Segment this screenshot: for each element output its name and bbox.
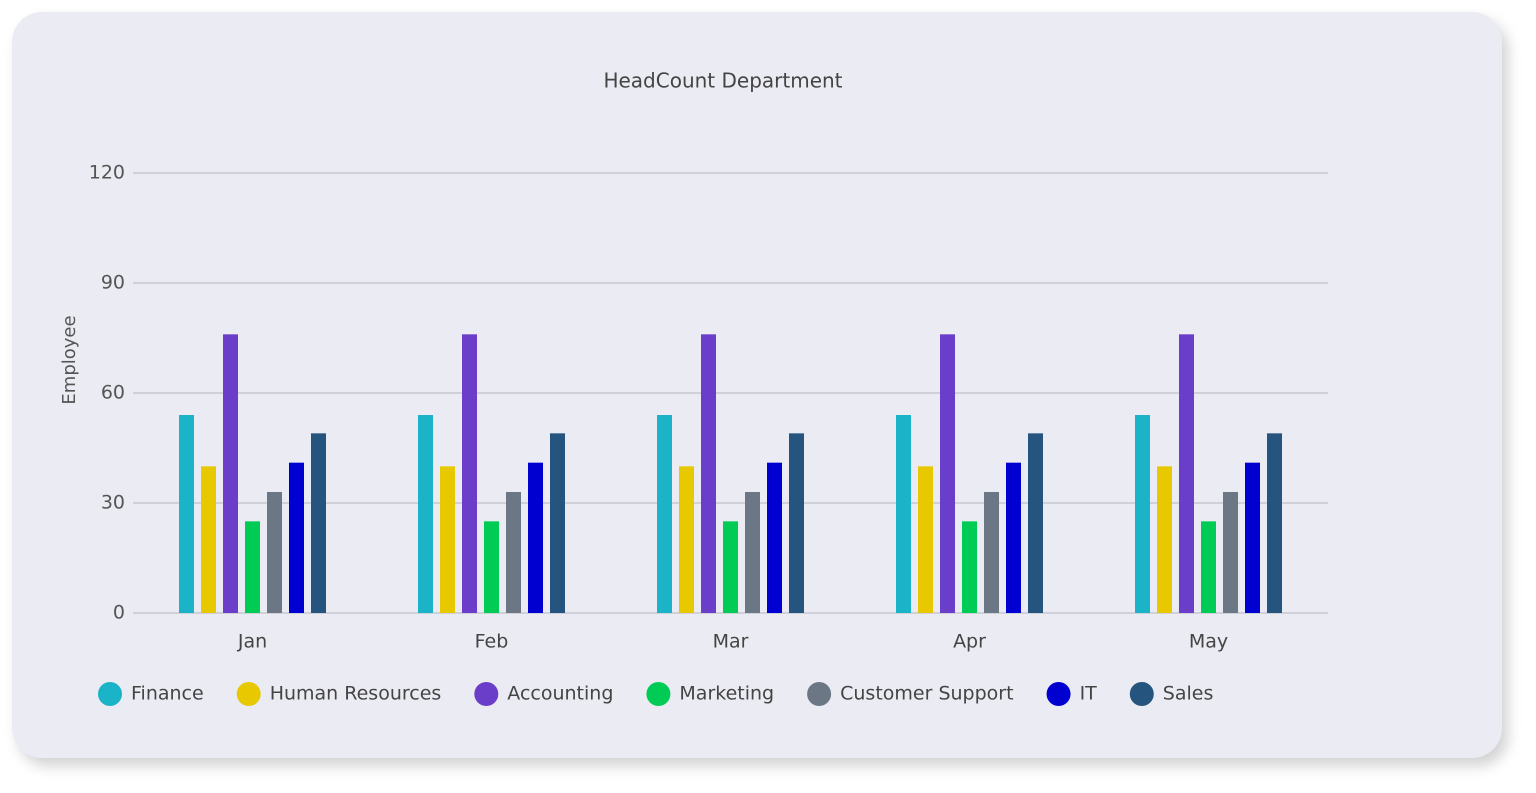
bar: [962, 521, 977, 613]
legend-label: Accounting: [507, 683, 613, 705]
legend-label: Sales: [1163, 683, 1214, 705]
x-tick-label: Jan: [237, 631, 267, 653]
legend-marker: [807, 682, 832, 706]
bar: [984, 492, 999, 613]
bar: [440, 466, 455, 613]
bar: [701, 334, 716, 613]
y-tick-label: 120: [89, 162, 125, 184]
bar: [1179, 334, 1194, 613]
bar: [311, 433, 326, 613]
y-axis-label: Employee: [59, 315, 80, 404]
bar: [789, 433, 804, 613]
legend-marker: [1046, 682, 1071, 706]
bar: [657, 415, 672, 613]
bar: [896, 415, 911, 613]
x-tick-label: Feb: [475, 631, 509, 653]
bar: [223, 334, 238, 613]
bar: [462, 334, 477, 613]
bar: [1245, 462, 1260, 613]
bar: [723, 521, 738, 613]
card: [12, 12, 1502, 758]
bar: [1006, 462, 1021, 613]
legend-label: IT: [1080, 683, 1098, 705]
legend-label: Finance: [131, 683, 204, 705]
bar: [679, 466, 694, 613]
bar: [245, 521, 260, 613]
bar: [1267, 433, 1282, 613]
bar: [1028, 433, 1043, 613]
legend-marker: [98, 682, 122, 706]
y-tick-label: 0: [113, 602, 125, 624]
bar: [506, 492, 521, 613]
legend-label: Marketing: [679, 683, 774, 705]
chart-title: HeadCount Department: [603, 69, 842, 93]
bar: [484, 521, 499, 613]
legend-marker: [236, 682, 261, 706]
bar: [940, 334, 955, 613]
bar: [550, 433, 565, 613]
legend-marker: [646, 682, 671, 706]
bar: [1135, 415, 1150, 613]
bar: [1157, 466, 1172, 613]
legend-label: Human Resources: [270, 683, 442, 705]
bar: [918, 466, 933, 613]
y-tick-label: 60: [101, 382, 125, 404]
bar: [267, 492, 282, 613]
x-tick-label: Apr: [953, 631, 986, 653]
bar: [179, 415, 194, 613]
x-tick-label: May: [1189, 631, 1228, 653]
bar: [745, 492, 760, 613]
bar: [201, 466, 216, 613]
bar: [289, 462, 304, 613]
y-tick-label: 30: [101, 492, 125, 514]
legend-marker: [1129, 682, 1154, 706]
legend-label: Customer Support: [840, 683, 1013, 705]
bar: [528, 462, 543, 613]
legend-marker: [474, 682, 499, 706]
x-tick-label: Mar: [713, 631, 749, 653]
bar: [418, 415, 433, 613]
bar: [767, 462, 782, 613]
bar: [1201, 521, 1216, 613]
y-tick-label: 90: [101, 272, 125, 294]
bar: [1223, 492, 1238, 613]
